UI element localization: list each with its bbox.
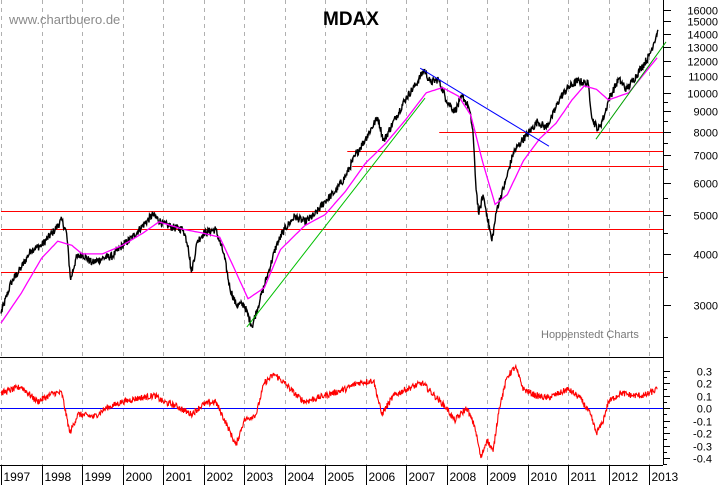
source-label: Hoppenstedt Charts [541,329,639,341]
y-tick-label: 14000 [687,30,718,42]
trend-line [246,97,426,328]
y-tick-label: 3000 [694,301,718,313]
x-tick-label: 2000 [126,470,153,484]
y2-tick-label: 0.3 [697,367,712,379]
y2-tick-label: -0.4 [693,454,712,466]
y-tick-label: 4000 [694,250,718,262]
y2-tick-label: 0.1 [697,392,712,404]
y2-tick-label: -0.3 [693,442,712,454]
y2-tick-label: -0.2 [693,429,712,441]
trend-line [419,67,550,147]
momentum-line [0,363,658,459]
y-tick-label: 8000 [694,128,718,140]
x-tick-label: 2006 [369,470,396,484]
y-tick-label: 15000 [687,17,718,29]
x-tick-label: 2013 [652,470,679,484]
watermark: www.chartbuero.de [9,12,121,27]
y-tick-label: 12000 [687,57,718,69]
price-line [0,29,659,329]
y-tick-label: 9000 [694,107,718,119]
x-tick-label: 2002 [207,470,234,484]
y-tick-label: 7000 [694,151,718,163]
x-tick-label: 2003 [247,470,274,484]
x-tick-label: 2011 [571,470,597,484]
x-tick-label: 2004 [288,470,315,484]
x-tick-label: 2010 [531,470,558,484]
y2-tick-label: -0.1 [693,417,712,429]
trend-line [595,41,667,140]
x-tick-label: 2008 [450,470,477,484]
x-tick-label: 1998 [45,470,72,484]
x-tick-label: 2001 [166,470,193,484]
x-tick-label: 2005 [328,470,355,484]
y-tick-label: 6000 [694,179,718,191]
x-tick-label: 2012 [612,470,639,484]
y2-tick-label: 0.2 [697,379,712,391]
x-tick-label: 2009 [490,470,517,484]
x-tick-label: 2007 [409,470,436,484]
y-tick-label: 11000 [688,72,718,84]
moving-average-line [0,57,658,324]
x-tick-label: 1997 [4,470,31,484]
y-tick-label: 10000 [687,89,718,101]
x-tick-label: 1999 [85,470,112,484]
y-tick-label: 5000 [694,211,718,223]
y-tick-label: 16000 [687,6,718,18]
chart-title: MDAX [323,9,379,30]
y2-tick-label: 0.0 [697,404,712,416]
y-tick-label: 13000 [687,43,718,55]
